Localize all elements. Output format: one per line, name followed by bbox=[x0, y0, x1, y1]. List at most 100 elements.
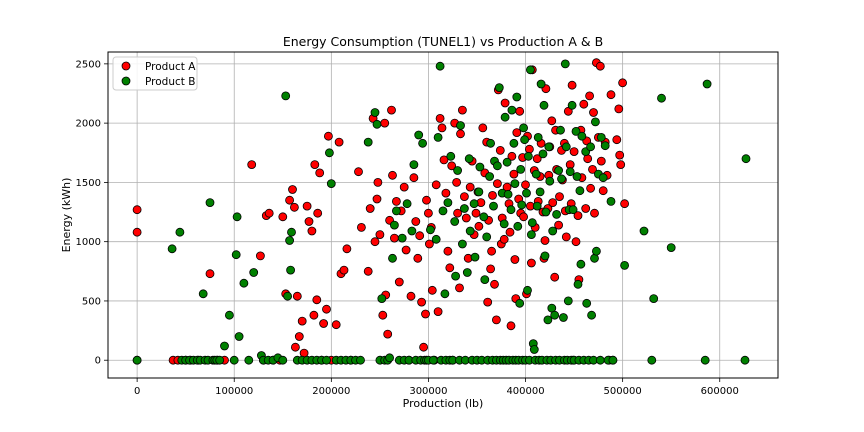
data-point bbox=[575, 186, 585, 196]
data-point bbox=[486, 264, 496, 274]
data-point bbox=[550, 272, 560, 282]
data-point bbox=[586, 183, 595, 193]
data-point bbox=[286, 265, 296, 275]
data-point bbox=[383, 329, 393, 339]
data-point bbox=[388, 170, 397, 180]
data-point bbox=[615, 150, 625, 160]
y-tick-label: 2500 bbox=[76, 59, 101, 70]
data-point bbox=[596, 156, 606, 166]
data-point bbox=[579, 99, 589, 109]
data-point bbox=[556, 125, 565, 135]
data-point bbox=[618, 78, 627, 88]
data-point bbox=[215, 355, 225, 365]
data-point bbox=[387, 105, 396, 115]
data-point bbox=[394, 277, 404, 287]
data-point bbox=[526, 65, 535, 75]
data-point bbox=[453, 208, 463, 218]
data-point bbox=[415, 231, 425, 241]
data-point bbox=[554, 166, 563, 175]
data-point bbox=[283, 291, 293, 301]
data-point bbox=[294, 332, 304, 341]
data-point bbox=[469, 199, 479, 209]
data-point bbox=[515, 106, 525, 116]
data-point bbox=[397, 233, 407, 243]
data-point bbox=[554, 220, 563, 230]
data-point bbox=[550, 310, 560, 320]
data-point bbox=[407, 226, 417, 236]
data-point bbox=[132, 205, 142, 215]
data-point bbox=[388, 253, 397, 263]
data-point bbox=[600, 141, 610, 151]
data-point bbox=[372, 194, 382, 204]
data-point bbox=[401, 245, 411, 255]
data-point bbox=[438, 206, 448, 216]
x-tick-label: 0 bbox=[134, 386, 140, 397]
legend-box bbox=[112, 56, 198, 91]
data-point bbox=[278, 212, 288, 222]
plot-frame bbox=[107, 51, 779, 379]
data-point bbox=[598, 186, 608, 196]
data-point bbox=[418, 138, 428, 148]
x-tick-label: 300000 bbox=[409, 386, 447, 397]
data-point bbox=[446, 151, 456, 161]
data-point bbox=[385, 353, 395, 363]
data-point bbox=[512, 128, 522, 138]
data-point bbox=[264, 208, 274, 218]
data-point bbox=[457, 105, 467, 115]
data-point bbox=[489, 201, 498, 211]
data-point bbox=[285, 236, 295, 245]
x-tick-label: 200000 bbox=[312, 386, 350, 397]
data-point bbox=[515, 298, 525, 308]
data-point bbox=[536, 79, 546, 89]
data-point bbox=[500, 98, 510, 108]
data-point bbox=[289, 202, 299, 212]
data-point bbox=[560, 59, 570, 69]
x-tick-label: 600000 bbox=[701, 386, 739, 397]
data-point bbox=[520, 135, 529, 145]
data-point bbox=[666, 243, 676, 253]
data-point bbox=[326, 179, 336, 189]
data-point bbox=[288, 185, 297, 194]
data-point bbox=[509, 169, 519, 179]
data-point bbox=[363, 266, 373, 276]
data-point bbox=[312, 295, 322, 305]
data-point bbox=[302, 201, 312, 211]
data-point bbox=[479, 212, 489, 222]
data-point bbox=[462, 268, 472, 277]
data-point bbox=[205, 198, 215, 208]
data-point bbox=[175, 227, 185, 237]
data-point bbox=[292, 291, 302, 301]
y-tick-label: 1000 bbox=[76, 237, 101, 248]
data-point bbox=[313, 208, 323, 218]
data-point bbox=[439, 155, 449, 165]
data-point bbox=[487, 246, 497, 256]
data-point bbox=[525, 144, 534, 154]
data-point bbox=[480, 275, 490, 285]
data-point bbox=[491, 315, 501, 325]
data-point bbox=[399, 182, 409, 192]
data-point bbox=[510, 179, 520, 189]
data-point bbox=[591, 117, 600, 127]
x-tick-label: 500000 bbox=[604, 386, 642, 397]
data-point bbox=[417, 297, 427, 307]
data-point bbox=[297, 316, 307, 326]
data-point bbox=[224, 310, 234, 320]
data-point bbox=[740, 355, 750, 365]
data-point bbox=[339, 265, 349, 275]
data-point bbox=[323, 131, 333, 141]
data-point bbox=[517, 200, 527, 210]
legend: Product A Product B bbox=[112, 56, 198, 91]
data-point bbox=[334, 137, 344, 147]
data-point bbox=[700, 355, 710, 365]
data-point bbox=[402, 199, 412, 209]
data-point bbox=[285, 195, 295, 205]
data-point bbox=[483, 297, 493, 307]
data-point bbox=[502, 157, 512, 167]
data-point bbox=[527, 218, 537, 228]
data-point bbox=[505, 227, 515, 237]
data-point bbox=[586, 142, 595, 152]
data-point bbox=[310, 160, 320, 170]
data-point bbox=[507, 105, 517, 115]
data-point bbox=[647, 355, 657, 365]
data-point bbox=[561, 142, 571, 152]
